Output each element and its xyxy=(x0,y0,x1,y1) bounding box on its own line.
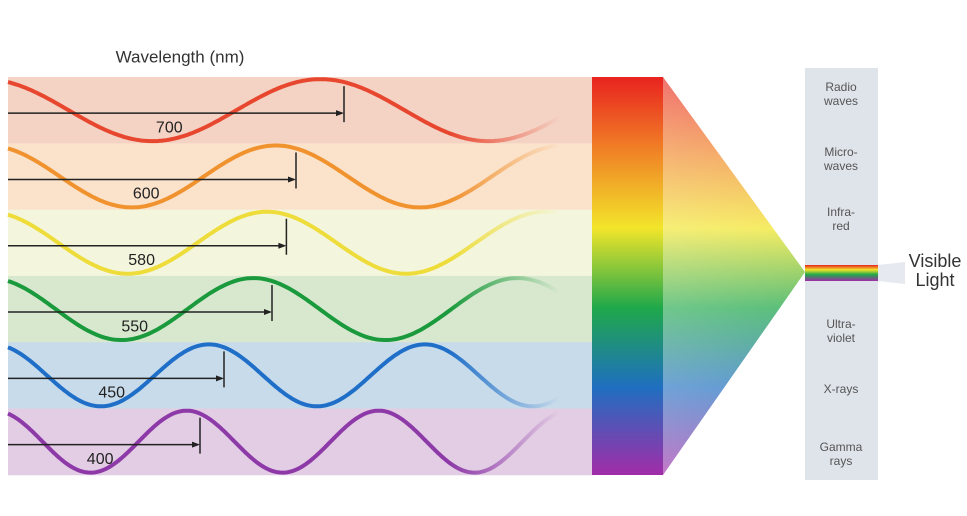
spectrum-bar xyxy=(592,77,663,475)
spectrum-fan-shade xyxy=(663,77,805,475)
spectrum-label: Radio xyxy=(825,80,857,94)
spectrum-label: rays xyxy=(830,454,853,468)
wavelength-label: 700 xyxy=(156,119,183,136)
wavelength-label: 400 xyxy=(87,451,114,468)
spectrum-label: red xyxy=(832,219,849,233)
spectrum-label: X-rays xyxy=(824,382,859,396)
band xyxy=(8,77,593,144)
title: Wavelength (nm) xyxy=(116,47,245,66)
visible-strip xyxy=(805,265,878,281)
wavelength-label: 600 xyxy=(133,186,160,203)
wavelength-label: 450 xyxy=(98,385,125,402)
spectrum-label: waves xyxy=(823,94,858,108)
diagram: Wavelength (nm) Visible Light 700 600 580 5… xyxy=(0,0,967,516)
visible-label: Light xyxy=(915,270,954,290)
spectrum-label: Infra- xyxy=(827,205,855,219)
spectrum-label: Micro- xyxy=(824,145,857,159)
spectrum-label: Ultra- xyxy=(826,317,855,331)
visible-pointer xyxy=(878,262,905,284)
visible-label: Visible xyxy=(909,251,962,271)
wavelength-label: 580 xyxy=(128,252,155,269)
spectrum-label: Gamma xyxy=(820,440,863,454)
spectrum-label: violet xyxy=(827,331,856,345)
spectrum-label: waves xyxy=(823,159,858,173)
wavelength-label: 550 xyxy=(121,318,148,335)
